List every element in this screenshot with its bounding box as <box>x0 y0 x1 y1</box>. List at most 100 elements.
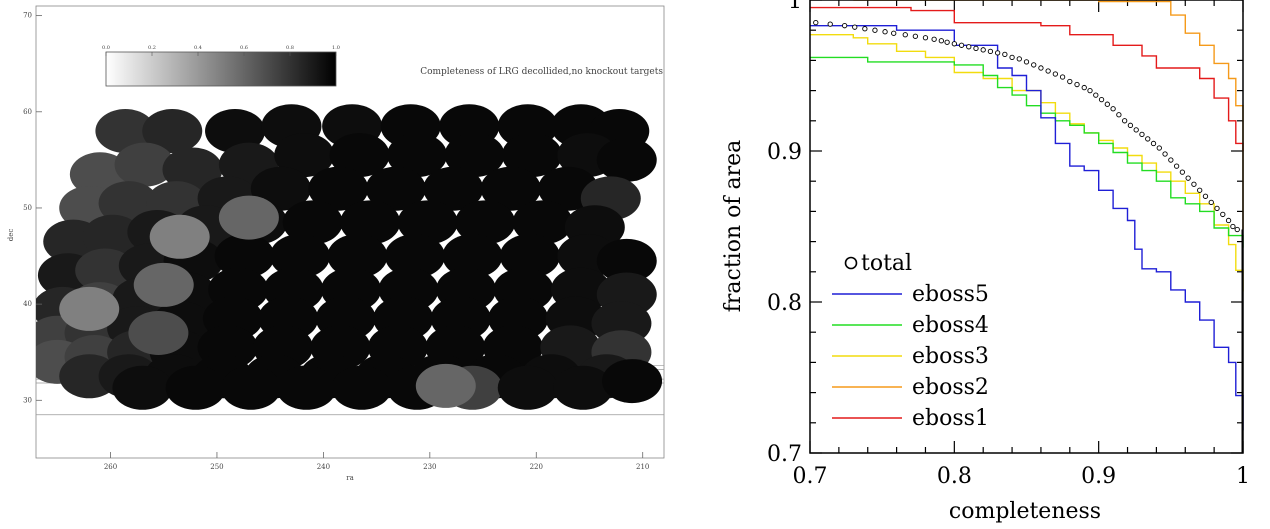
curve-point-total <box>1185 175 1191 181</box>
map-plate <box>442 234 503 279</box>
map-plate <box>384 234 445 279</box>
curve-point-total <box>882 29 888 35</box>
map-plate <box>205 109 266 154</box>
map-plate <box>499 234 560 279</box>
map-title: Completeness of LRG decollided,no knocko… <box>420 67 663 77</box>
map-plate <box>596 137 657 182</box>
colorbar-tick-label: 1.0 <box>332 45 340 51</box>
curve-point-total <box>1038 65 1044 71</box>
map-plate <box>214 234 275 279</box>
map-y-tick-label: 30 <box>23 396 32 404</box>
curve-point-total <box>994 50 1001 56</box>
map-plate <box>327 234 388 279</box>
curve-series <box>810 0 1244 453</box>
map-plate <box>112 365 173 410</box>
map-plate <box>329 133 390 178</box>
map-plate <box>365 166 426 211</box>
map-x-tick-label: 230 <box>423 463 436 471</box>
map-x-tick-label: 210 <box>636 463 649 471</box>
map-plate <box>274 133 335 178</box>
curve-point-total <box>1087 87 1093 94</box>
map-x-tick-label: 250 <box>210 463 223 471</box>
curve-x-label: completeness <box>949 499 1101 524</box>
curve-point-total <box>1016 56 1022 62</box>
map-x-tick-label: 220 <box>530 463 543 471</box>
curve-point-total <box>912 33 919 39</box>
map-x-label: ra <box>346 474 354 482</box>
map-plate <box>397 200 458 245</box>
curve-point-total <box>1156 145 1162 151</box>
map-plate <box>444 133 505 178</box>
colorbar-tick-label: 0.8 <box>286 45 294 51</box>
colorbar-tick-label: 0.4 <box>194 45 202 51</box>
map-plate <box>340 200 401 245</box>
curve-point-total <box>1230 223 1236 230</box>
curve-point-total <box>1133 127 1139 133</box>
curve-point-total <box>958 42 965 48</box>
curve-point-total <box>1150 140 1157 147</box>
map-plate <box>308 166 369 211</box>
map-plate <box>423 166 484 211</box>
curve-point-total <box>938 38 944 44</box>
curve-point-total <box>944 39 950 45</box>
curve-point-total <box>1139 131 1145 138</box>
map-plate <box>415 363 476 408</box>
curve-point-total <box>1093 92 1099 98</box>
map-plate <box>59 286 120 331</box>
map-y-label: dec <box>7 229 15 242</box>
curve-y-tick-label: 0.7 <box>767 442 802 467</box>
curve-point-total <box>841 23 848 29</box>
curve-ticks: 0.7 0.8 0.9 1 0.7 0.8 0.9 1 <box>767 0 1250 489</box>
map-plate <box>165 365 226 410</box>
map-plate <box>133 262 194 307</box>
map-plate <box>455 200 516 245</box>
curve-point-total <box>1179 169 1186 175</box>
curve-line-eboss1 <box>810 6 1244 151</box>
map-plate <box>269 234 330 279</box>
map-plate <box>221 365 282 410</box>
map-plate <box>218 195 279 240</box>
curve-point-total <box>1104 101 1110 107</box>
map-plate <box>512 200 573 245</box>
curve-point-total <box>1162 151 1168 157</box>
legend-label-eboss4: eboss4 <box>912 313 989 338</box>
curve-point-total <box>891 30 897 36</box>
curve-point-total <box>1234 226 1240 233</box>
curve-point-total <box>1208 199 1214 205</box>
curve-point-total <box>1225 217 1232 224</box>
curve-x-tick-label: 0.9 <box>1081 464 1116 489</box>
colorbar-tick-label: 0.6 <box>240 45 248 51</box>
curve-plot-frame <box>809 0 1244 454</box>
colorbar-ticks: 0.0 0.2 0.4 0.6 0.8 1.0 <box>102 45 340 56</box>
map-plate <box>82 214 143 259</box>
curve-line-eboss5 <box>810 25 1244 431</box>
map-plate <box>142 109 203 154</box>
colorbar-tick-label: 0.2 <box>148 45 156 51</box>
map-y-tick-label: 70 <box>23 12 32 20</box>
curve-point-total <box>951 41 957 47</box>
curve-point-total <box>1045 68 1051 74</box>
map-plate <box>497 365 558 410</box>
curve-point-total <box>1074 81 1080 88</box>
legend-label-eboss5: eboss5 <box>912 282 989 307</box>
legend-label-eboss3: eboss3 <box>912 344 989 369</box>
map-plate <box>502 133 563 178</box>
curve-point-total <box>1002 51 1008 58</box>
curve-point-total <box>966 44 972 50</box>
curve-point-total <box>1081 84 1087 91</box>
curve-point-total <box>1031 62 1037 68</box>
completeness-curves-panel: 0.7 0.8 0.9 1 0.7 0.8 0.9 1 total eboss5 eboss4 eb… <box>720 0 1270 524</box>
curve-point-total <box>872 27 878 33</box>
curve-y-label: fraction of area <box>721 140 746 313</box>
curve-point-total <box>1121 118 1128 124</box>
curve-point-total <box>827 21 833 27</box>
map-y-tick-label: 60 <box>23 108 32 116</box>
map-plate <box>602 359 663 404</box>
map-x-tick-label: 260 <box>104 463 117 471</box>
curve-point-total <box>852 24 858 30</box>
map-ticks: 260 250 240 230 220 210 30 40 50 60 70 <box>23 12 649 471</box>
curve-point-total <box>1220 211 1226 218</box>
map-plate <box>149 214 210 259</box>
curve-point-total <box>1009 54 1015 61</box>
